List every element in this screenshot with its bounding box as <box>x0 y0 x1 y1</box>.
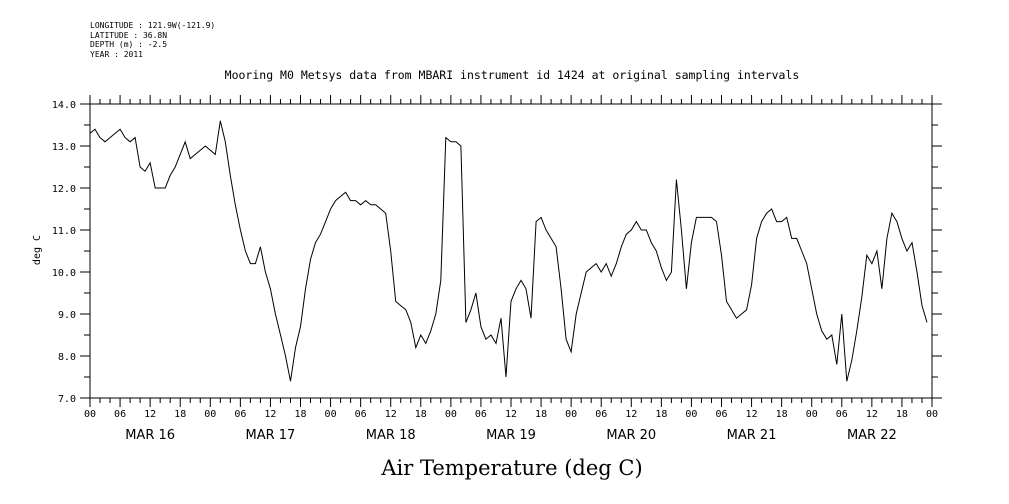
series-line <box>89 120 928 382</box>
x-hour-label: 12 <box>264 409 276 420</box>
x-hour-label: 18 <box>174 409 186 420</box>
y-tick-label: 13.0 <box>52 142 76 153</box>
chart-title: Mooring M0 Metsys data from MBARI instru… <box>225 68 800 82</box>
y-tick-label: 14.0 <box>52 100 76 111</box>
x-hour-label: 06 <box>355 409 367 420</box>
metadata-latitude: LATITUDE : 36.8N <box>90 30 168 40</box>
x-hour-label: 18 <box>896 409 908 420</box>
x-hour-label: 00 <box>806 409 818 420</box>
y-tick-label: 10.0 <box>52 268 76 279</box>
x-hour-label: 00 <box>445 409 457 420</box>
x-hour-label: 12 <box>866 409 878 420</box>
x-hour-label: 06 <box>114 409 126 420</box>
x-hour-label: 18 <box>655 409 667 420</box>
x-day-label: MAR 22 <box>847 428 897 443</box>
x-hour-label: 00 <box>685 409 697 420</box>
x-axis-title: Air Temperature (deg C) <box>380 456 642 480</box>
metadata-block: LONGITUDE : 121.9W(-121.9) LATITUDE : 36… <box>90 21 215 59</box>
y-tick-label: 12.0 <box>52 184 76 195</box>
axis-tick-labels: 7.0 8.0 9.0 10.0 11.0 12.0 13.0 14.0 00 06 12 18 00 0… <box>52 100 938 443</box>
x-hour-label: 00 <box>84 409 96 420</box>
x-hour-label: 06 <box>715 409 727 420</box>
x-day-label: MAR 20 <box>606 428 656 443</box>
metadata-year: YEAR : 2011 <box>90 49 143 59</box>
x-hour-label: 12 <box>625 409 637 420</box>
x-hour-label: 06 <box>234 409 246 420</box>
x-hour-label: 00 <box>565 409 577 420</box>
y-axis-label: deg C <box>32 235 43 265</box>
x-hour-label: 18 <box>294 409 306 420</box>
x-hour-label: 12 <box>505 409 517 420</box>
y-tick-label: 8.0 <box>58 352 76 363</box>
x-hour-label: 18 <box>776 409 788 420</box>
axis-ticks <box>80 95 942 407</box>
x-hour-label: 12 <box>144 409 156 420</box>
y-tick-label: 11.0 <box>52 226 76 237</box>
x-day-label: MAR 18 <box>366 428 416 443</box>
x-hour-label: 00 <box>325 409 337 420</box>
x-hour-label: 12 <box>746 409 758 420</box>
x-day-label: MAR 16 <box>125 428 175 443</box>
x-day-label: MAR 19 <box>486 428 536 443</box>
x-hour-label: 18 <box>535 409 547 420</box>
x-hour-label: 06 <box>595 409 607 420</box>
x-hour-label: 18 <box>415 409 427 420</box>
x-hour-label: 00 <box>204 409 216 420</box>
y-tick-label: 7.0 <box>58 394 76 405</box>
metadata-depth: DEPTH (m) : -2.5 <box>90 40 168 49</box>
metadata-longitude: LONGITUDE : 121.9W(-121.9) <box>90 21 216 30</box>
y-tick-label: 9.0 <box>58 310 76 321</box>
x-hour-label: 12 <box>385 409 397 420</box>
x-day-label: MAR 21 <box>727 428 777 443</box>
x-hour-label: 06 <box>475 409 487 420</box>
x-day-label: MAR 17 <box>246 428 296 443</box>
x-hour-label: 06 <box>836 409 848 420</box>
x-hour-label: 00 <box>926 409 938 420</box>
